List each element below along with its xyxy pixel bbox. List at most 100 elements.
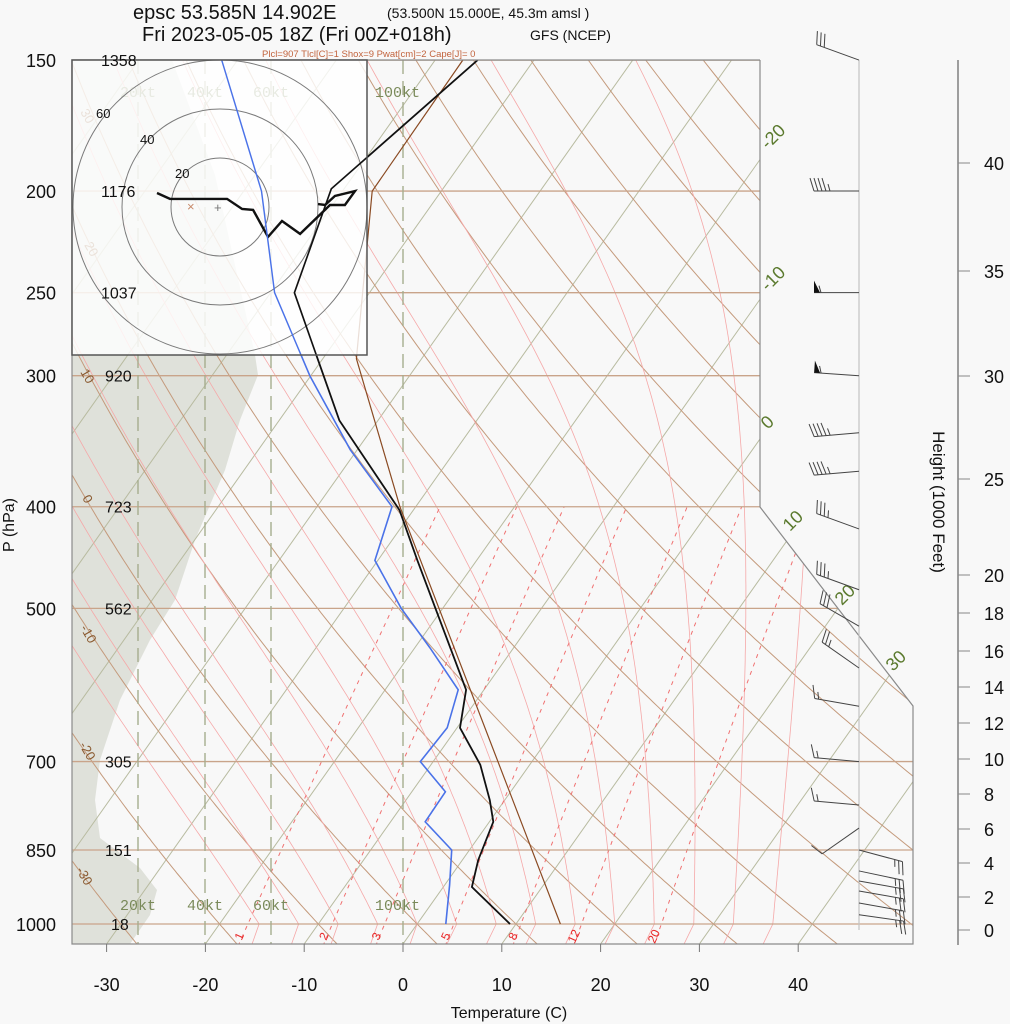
barb-full [902, 910, 906, 925]
mixing-ratio-line [444, 506, 628, 944]
x-tick-label: 10 [492, 975, 512, 995]
pressure-tick-label: 200 [26, 182, 56, 202]
moist-adiabat-line [490, 60, 696, 944]
isotherm-line [72, 60, 656, 944]
barb-staff [819, 603, 860, 627]
isotherm-line [796, 60, 913, 944]
barb-full [902, 888, 906, 903]
moist-adiabat-line [72, 60, 300, 944]
barb-staff [858, 914, 904, 922]
barb-half [827, 571, 830, 579]
hodograph-trace [156, 189, 358, 239]
isotherm-line [401, 60, 913, 944]
station-title: epsc 53.585N 14.902E [133, 2, 337, 24]
wind-barb [810, 787, 860, 806]
barb-full [826, 594, 831, 608]
barb-full [809, 177, 815, 192]
isotherm-label: -10 [757, 262, 790, 295]
barb-full [808, 462, 815, 476]
barb-full [823, 592, 828, 606]
pressure-tick-label: 700 [26, 753, 56, 773]
isotherm-line [72, 60, 557, 944]
height-tick-label: 2 [984, 888, 994, 908]
barb-half [828, 639, 832, 647]
barb-staff [858, 902, 904, 912]
dry-adiabat-line [284, 60, 913, 944]
barb-full [823, 33, 826, 48]
x-tick-label: 30 [689, 975, 709, 995]
barb-full [820, 461, 827, 475]
barb-staff [821, 827, 860, 855]
wind-barb [810, 744, 860, 763]
pressure-tick-label: 300 [26, 367, 56, 387]
valid-time: Fri 2023-05-05 18Z (Fri 00Z+018h) [142, 24, 452, 46]
x-tick-label: -10 [291, 975, 317, 995]
pressure-tick-label: 500 [26, 599, 56, 619]
wind-barb [814, 280, 859, 294]
hodograph-ring [121, 108, 319, 306]
y-axis-title: P (hPa) [1, 498, 18, 552]
barb-full [819, 590, 824, 604]
barb-half [816, 750, 819, 759]
wind-barb [814, 360, 860, 377]
isotherm-line [203, 60, 853, 944]
hodograph: 20 40 60 + × [71, 59, 368, 356]
x-tick-label: 40 [788, 975, 808, 995]
dewpoint-profile-overlay [221, 60, 302, 355]
wind-barb [816, 560, 860, 591]
geopotential-height-label: 1358 [101, 53, 137, 70]
barb-half [895, 919, 898, 928]
pressure-tick-label: 1000 [16, 915, 56, 935]
moist-adiabat-line [761, 60, 812, 944]
barb-half [827, 428, 831, 436]
height-tick-label: 30 [984, 367, 1004, 387]
hodograph-border [71, 59, 368, 356]
mixing-ratio-label: 3 [369, 930, 385, 942]
barb-full [810, 787, 815, 802]
mixing-ratio-label: 5 [438, 930, 454, 942]
isotherm-label: -20 [757, 120, 790, 153]
barb-full [903, 920, 907, 935]
wind-barb [808, 422, 860, 438]
wind-speed-ref-label: 40kt [187, 898, 223, 915]
geopotential-height-label: 1037 [101, 286, 137, 303]
barb-full [819, 562, 822, 576]
wind-speed-ref-label: 100kt [375, 85, 420, 102]
barb-half [816, 794, 819, 802]
parcel-path [355, 60, 561, 925]
barb-full [902, 898, 906, 913]
mixing-ratio-label: 20 [645, 927, 663, 945]
barb-full [820, 422, 827, 436]
dry-adiabat-line [0, 29, 39, 947]
hodograph-ring-label: 20 [175, 166, 189, 181]
barb-full [898, 888, 902, 902]
barb-half [827, 466, 831, 474]
barb-half [894, 897, 897, 905]
hodograph-rings [72, 60, 367, 355]
pressure-tick-label: 150 [26, 51, 56, 71]
stability-indices: Plcl=907 Tlcl[C]=1 Shox=9 Pwat[cm]=2 Cap… [262, 49, 475, 60]
moist-adiabat-line [635, 60, 747, 944]
barb-full [813, 177, 819, 192]
barb-full [816, 31, 818, 45]
barb-full [810, 744, 815, 758]
moist-adiabat-line [72, 60, 260, 944]
moist-adiabat-line [113, 60, 537, 944]
hodograph-center-icon: + [214, 200, 222, 215]
model-name: GFS (NCEP) [530, 27, 611, 43]
x-tick-label: 0 [398, 975, 408, 995]
height-tick-label: 16 [984, 642, 1004, 662]
wind-barb [812, 684, 860, 707]
dry-adiabat-line [72, 60, 440, 944]
wind-barb [808, 461, 860, 476]
height-tick-label: 20 [984, 566, 1004, 586]
barb-staff [814, 697, 860, 707]
dry-adiabat-line [678, 60, 913, 944]
barb-flag [814, 280, 820, 293]
wind-barb [858, 914, 907, 935]
barb-full [816, 461, 823, 475]
barb-half [894, 878, 897, 886]
dry-adiabat-line [340, 60, 913, 944]
barb-full [817, 177, 823, 192]
